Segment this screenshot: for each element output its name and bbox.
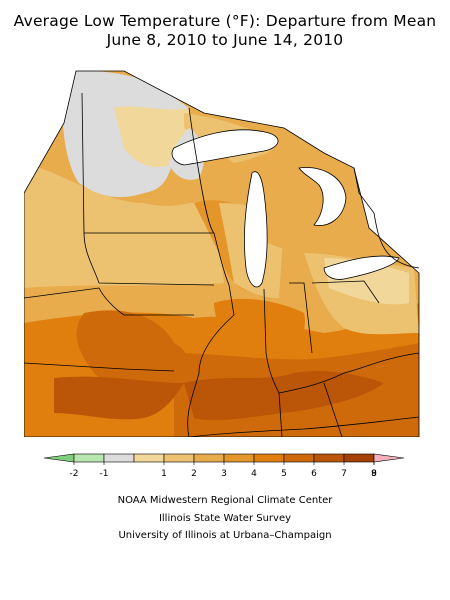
legend-bin (343, 453, 375, 463)
legend-bin (253, 453, 285, 463)
legend-tick-label: 7 (341, 469, 347, 479)
map-subtitle-date-range: June 8, 2010 to June 14, 2010 (106, 31, 344, 49)
ohio-north-border (311, 280, 380, 304)
legend-bin (73, 453, 105, 463)
legend-tick-label: 6 (311, 469, 317, 479)
lake-huron (298, 167, 347, 226)
missouri-arkansas-border (24, 362, 175, 372)
legend-bin (103, 453, 135, 463)
legend-bin (163, 453, 195, 463)
legend-bin (313, 453, 345, 463)
legend-tick-label: 4 (251, 469, 257, 479)
kentucky-tennessee-border (188, 416, 420, 437)
map-title: Average Low Temperature (°F): Departure … (13, 12, 437, 30)
credit-line-uiuc: University of Illinois at Urbana–Champai… (118, 530, 332, 541)
region-bootheel-western-kentucky (184, 371, 384, 421)
indiana-ohio-border (289, 282, 313, 354)
western-kentucky-border (278, 392, 283, 437)
legend-tick-label: 8 (371, 469, 377, 479)
credit-line-noaa: NOAA Midwestern Regional Climate Center (117, 495, 333, 506)
legend-bin (193, 453, 225, 463)
legend-tick-label: -1 (100, 469, 109, 479)
legend-bin (223, 453, 255, 463)
legend-tick-label: 9 (371, 469, 377, 479)
legend-tick-label: -2 (70, 469, 79, 479)
illinois-indiana-border (263, 288, 280, 394)
lake-superior (171, 129, 279, 166)
legend-bin (43, 453, 75, 463)
legend-bin (373, 453, 405, 463)
legend-tick-label: 5 (281, 469, 287, 479)
missouri-iowa-border (24, 287, 194, 316)
kentucky-virginia-border (323, 382, 343, 437)
legend-tick-label: 3 (221, 469, 227, 479)
lake-erie (323, 255, 400, 280)
color-legend: -2 -1 1 2 3 4 5 6 7 89 (43, 453, 405, 479)
legend-tick-label: 2 (191, 469, 197, 479)
legend-bin (283, 453, 315, 463)
michigan-ontario-border (353, 167, 420, 269)
lake-michigan (243, 171, 268, 288)
wisconsin-west-border (188, 107, 230, 286)
illinois-west-border (187, 284, 235, 437)
legend-tick-label: 1 (161, 469, 167, 479)
midwest-departure-map (24, 53, 426, 437)
region-iowa-north (24, 163, 224, 288)
ohio-river (278, 352, 420, 394)
iowa-north-border (83, 232, 215, 286)
credit-line-isws: Illinois State Water Survey (158, 513, 292, 524)
region-arrowhead (114, 106, 191, 168)
legend-bin (133, 453, 165, 463)
region-southern-missouri (54, 376, 184, 420)
region-indiana (214, 298, 305, 358)
